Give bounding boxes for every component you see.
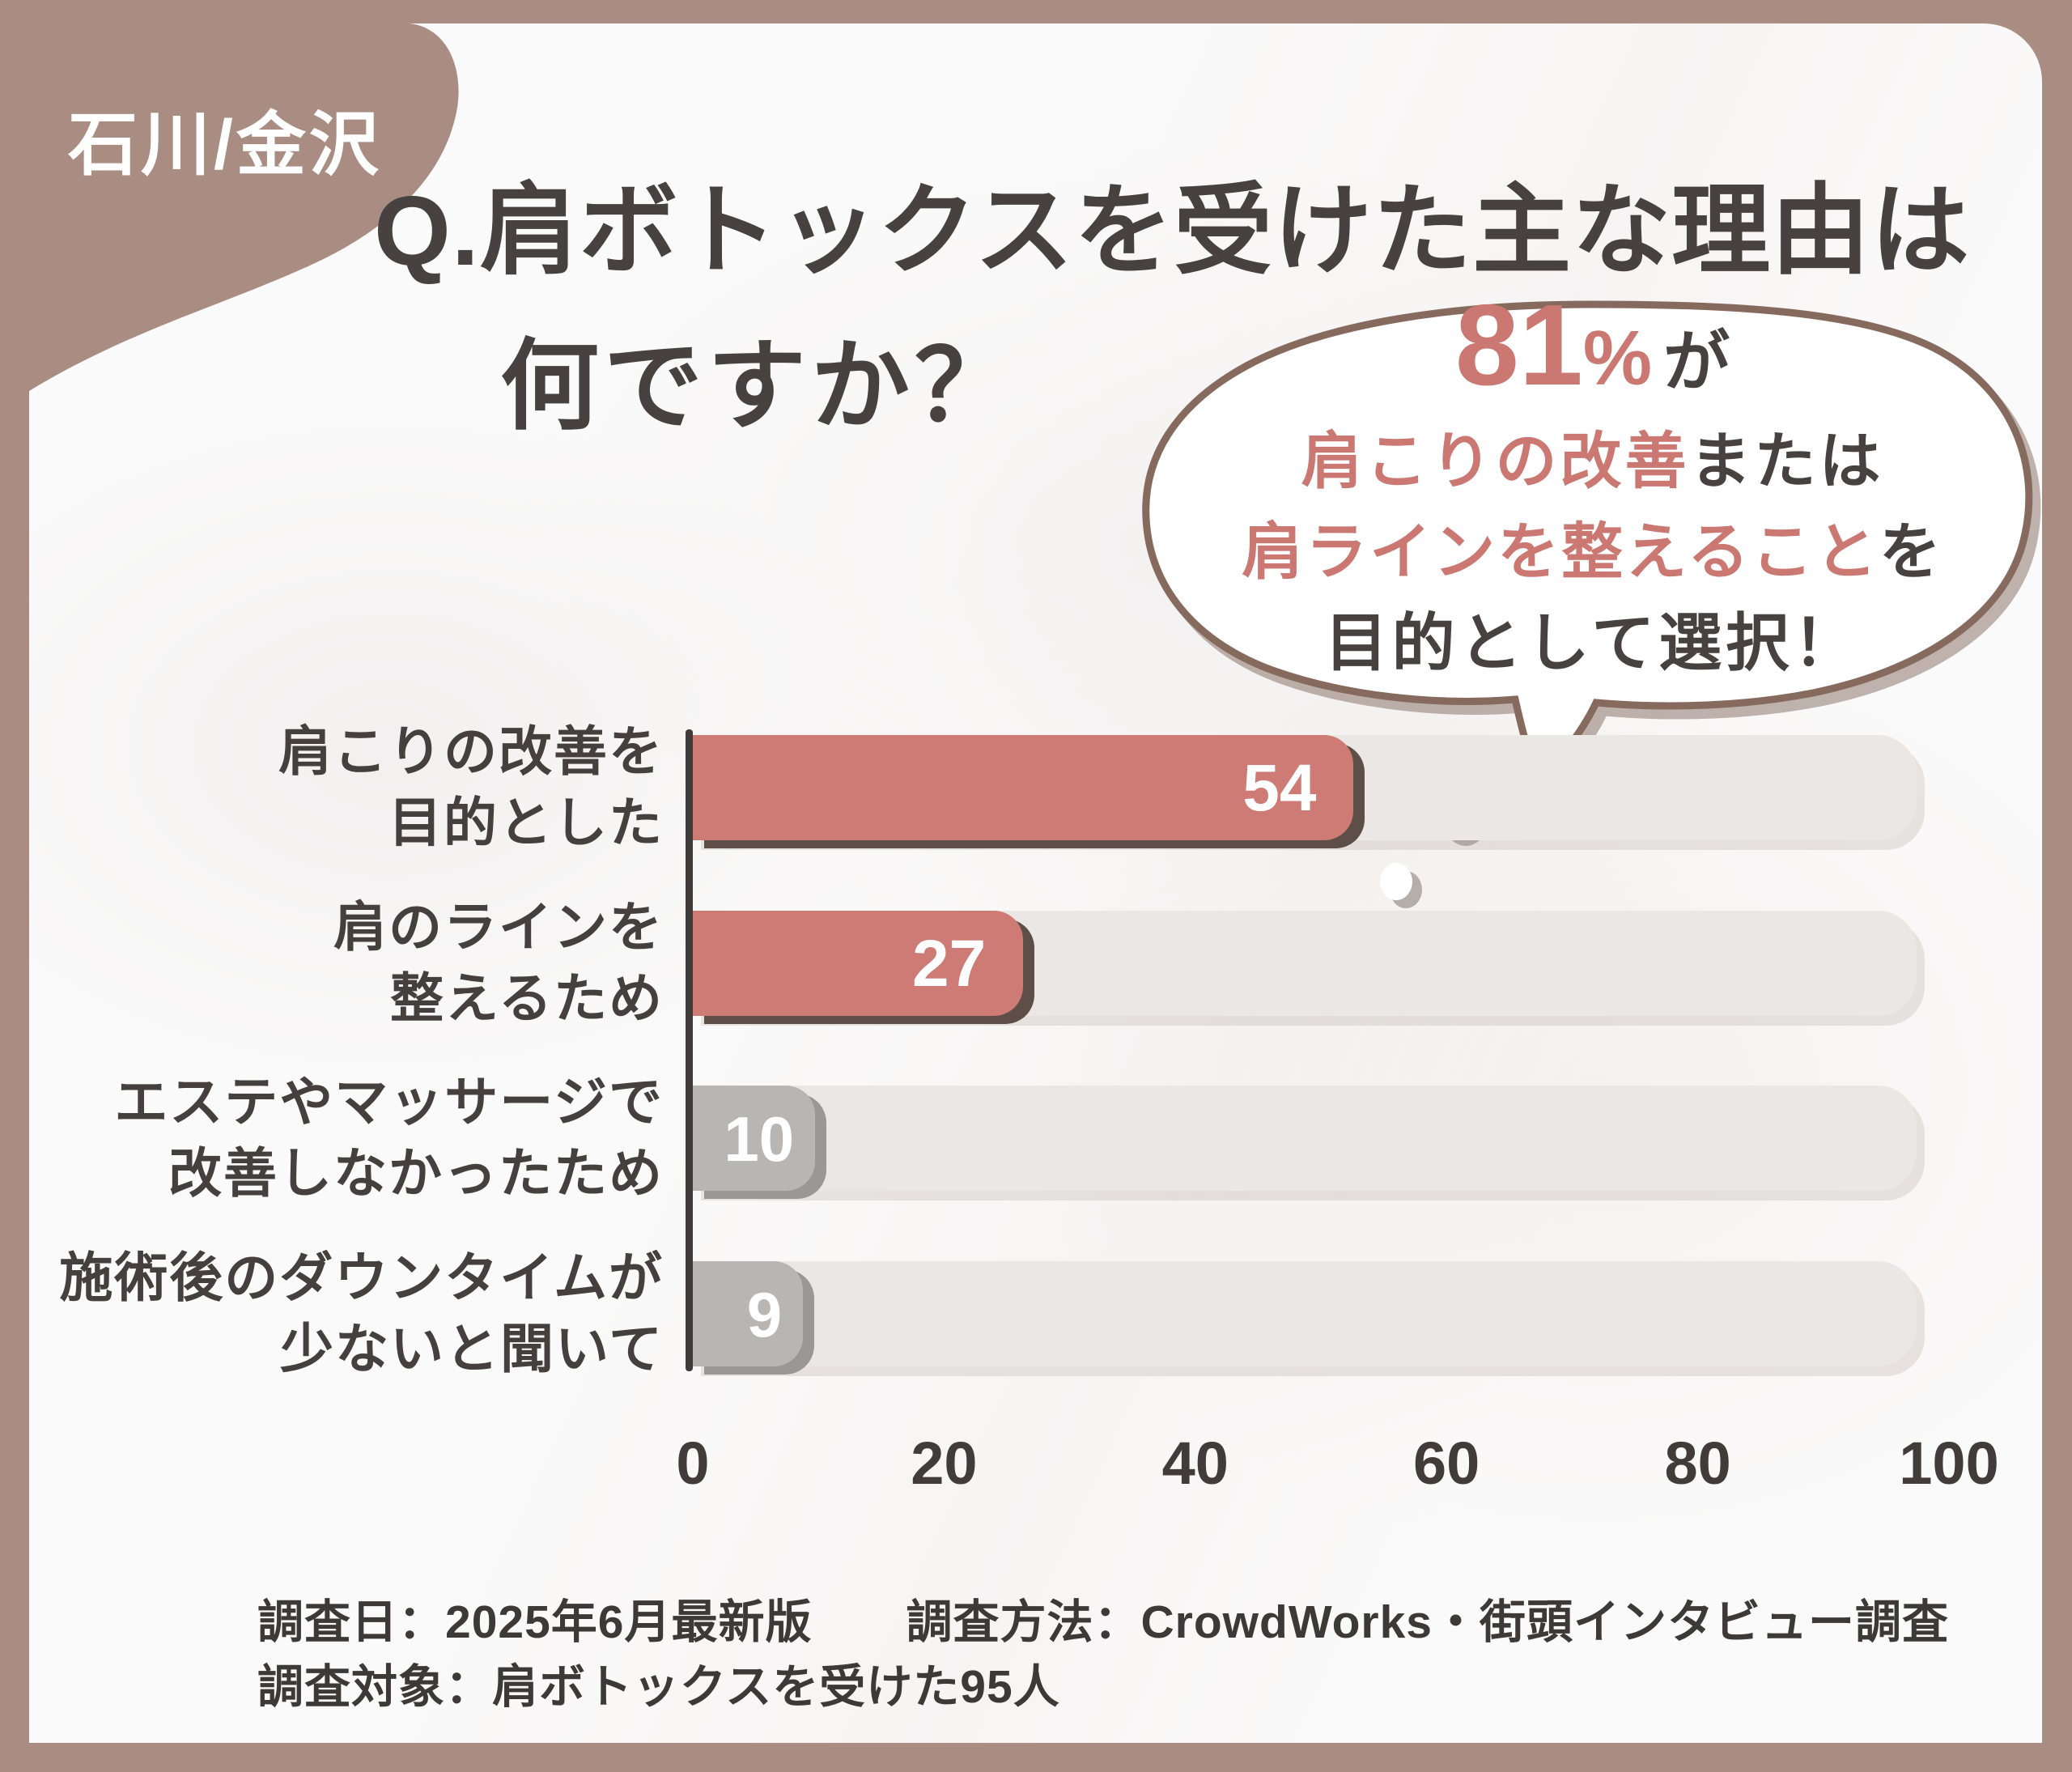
category-label-3-line1: エステやマッサージで <box>114 1072 664 1132</box>
x-tick-80: 80 <box>1664 1430 1731 1497</box>
category-label-2-line1: 肩のラインを <box>333 897 664 958</box>
y-axis-line <box>686 729 693 1371</box>
highlight-reason-2: 肩ラインを整えること <box>1242 518 1879 587</box>
bubble-stat-line: 81% が <box>1157 288 2027 403</box>
bar-value-label-1: 54 <box>1242 751 1317 825</box>
category-label-4: 施術後のダウンタイムが 少ないと聞いて <box>59 1243 664 1385</box>
category-label-4-line1: 施術後のダウンタイムが <box>59 1247 664 1308</box>
bar-track-3 <box>693 1086 1917 1191</box>
bubble-line-4: 目的として選択！ <box>1157 593 2027 683</box>
thought-dot-small <box>1380 863 1412 900</box>
stat-particle: が <box>1663 325 1730 399</box>
bubble-line3-dark: を <box>1879 518 1943 587</box>
category-label-1: 肩こりの改善を 目的とした <box>278 716 664 859</box>
category-label-2-line2: 整えるため <box>389 968 664 1028</box>
category-label-1-line1: 肩こりの改善を <box>278 721 664 782</box>
question-title-line1: Q.肩ボトックスを受けた主な理由は <box>374 176 1971 286</box>
bar-value-2: 27 <box>693 911 1024 1016</box>
x-tick-100: 100 <box>1899 1430 1999 1497</box>
x-tick-60: 60 <box>1413 1430 1480 1497</box>
x-tick-0: 0 <box>676 1430 710 1497</box>
highlight-reason-1: 肩こりの改善 <box>1301 427 1690 496</box>
stat-percent-number: 81 <box>1454 281 1583 410</box>
bar-value-label-4: 9 <box>746 1279 783 1350</box>
bar-value-1: 54 <box>693 735 1354 840</box>
bubble-line2-dark: または <box>1689 427 1884 496</box>
bubble-line-3: 肩ラインを整えることを <box>1157 502 2027 591</box>
x-tick-40: 40 <box>1161 1430 1229 1497</box>
bar-value-label-2: 27 <box>912 927 987 1001</box>
percent-sign: % <box>1582 315 1653 402</box>
bar-value-4: 9 <box>693 1261 804 1366</box>
survey-meta-line1: 調査日：2025年6月最新版 調査方法：CrowdWorks・街頭インタビュー調… <box>257 1596 1949 1648</box>
category-label-2: 肩のラインを 整えるため <box>333 892 664 1035</box>
bar-track-4 <box>693 1261 1917 1366</box>
category-label-1-line2: 目的とした <box>388 793 664 852</box>
question-title-line2: 何ですか？ <box>500 331 1018 441</box>
bubble-line-2: 肩こりの改善または <box>1157 411 2027 500</box>
corner-blob-shape <box>29 23 459 391</box>
bar-value-label-3: 10 <box>724 1103 795 1175</box>
bubble-conclusion: 目的として選択！ <box>1324 607 1861 678</box>
category-label-3: エステやマッサージで 改善しなかったため <box>114 1067 664 1209</box>
x-tick-20: 20 <box>911 1430 978 1497</box>
survey-meta-line2: 調査対象：肩ボトックスを受けた95人 <box>257 1661 1060 1713</box>
bar-value-3: 10 <box>693 1086 816 1191</box>
category-label-3-line2: 改善しなかったため <box>168 1143 664 1203</box>
category-label-4-line2: 少ないと聞いて <box>279 1319 664 1379</box>
region-badge: 石川/金沢 <box>68 106 382 184</box>
